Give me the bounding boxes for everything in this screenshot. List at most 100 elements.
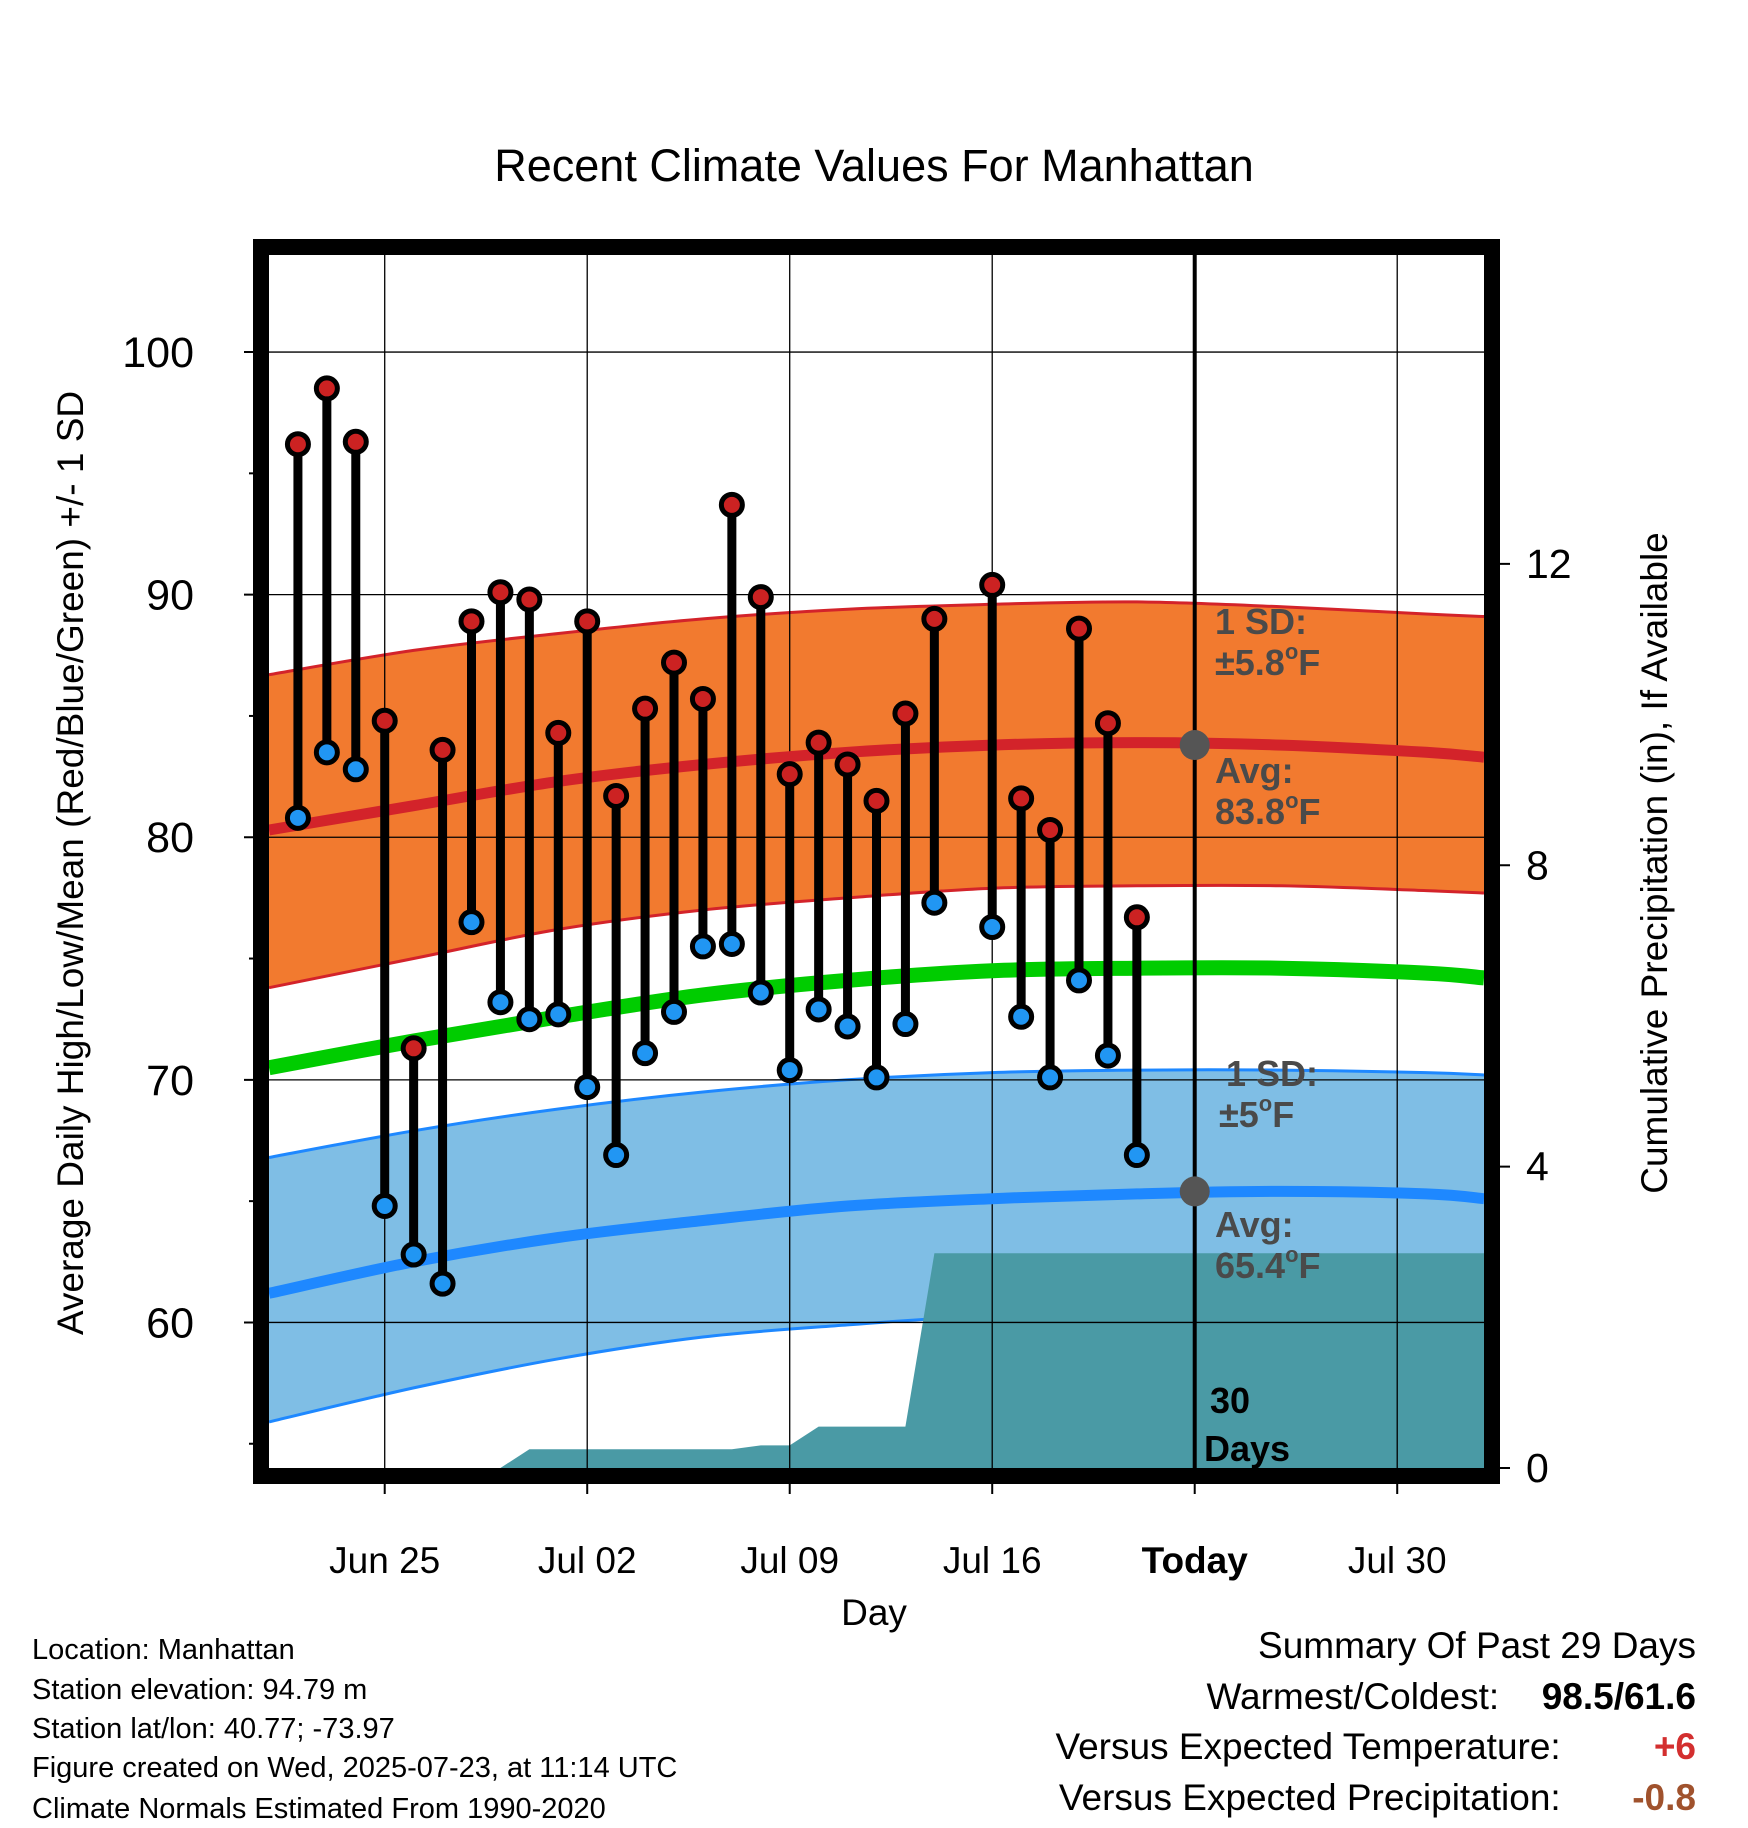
low-avg-label: Avg: — [1215, 1204, 1294, 1245]
low-avg-degree: o — [1285, 1242, 1298, 1267]
high-avg-unit: F — [1299, 791, 1321, 832]
low-sd-number: ±5 — [1219, 1094, 1259, 1135]
high-temp-marker — [863, 787, 890, 814]
low-temp-marker — [313, 739, 340, 766]
latlon-text: Station lat/lon: 40.77; -73.97 — [32, 1713, 395, 1745]
low-upper-sd-line — [268, 1068, 1485, 1159]
low-temp-marker — [429, 1270, 456, 1297]
y-right-tick-label: 4 — [1526, 1144, 1549, 1190]
warmest-value: 98.5 — [1541, 1676, 1614, 1717]
coldest-value: 61.6 — [1623, 1676, 1696, 1717]
high-temp-marker — [429, 736, 456, 763]
low-temp-marker — [805, 996, 832, 1023]
y-left-tick-label: 80 — [146, 814, 194, 862]
low-annotations: 1 SD: ±5 o F Avg: 65.4oF — [1215, 1053, 1321, 1286]
low-sd-label: 1 SD: — [1226, 1053, 1318, 1094]
days-count: 30 — [1210, 1380, 1250, 1421]
today-line-layer — [1179, 255, 1210, 1468]
location-text: Location: Manhattan — [32, 1634, 295, 1666]
y-left-tick-label: 100 — [122, 329, 194, 377]
low-temp-marker — [747, 979, 774, 1006]
low-temp-marker — [979, 914, 1006, 941]
low-temp-marker — [371, 1192, 398, 1219]
high-temp-marker — [834, 751, 861, 778]
low-temp-marker — [1123, 1142, 1150, 1169]
x-tick-label: Today — [1142, 1540, 1249, 1581]
high-temp-marker — [603, 782, 630, 809]
normals-text: Climate Normals Estimated From 1990-2020 — [32, 1793, 606, 1825]
low-temp-marker — [718, 930, 745, 957]
low-temp-marker — [342, 756, 369, 783]
normal-high-line — [268, 737, 1485, 836]
summary-heading: Summary Of Past 29 Days — [1258, 1625, 1696, 1666]
low-temp-marker — [603, 1142, 630, 1169]
low-temp-marker — [400, 1241, 427, 1268]
low-temp-marker — [863, 1064, 890, 1091]
precip-label: Versus Expected Precipitation: — [1058, 1777, 1561, 1818]
high-temp-marker — [313, 375, 340, 402]
high-annotations: 1 SD: ±5.8oF Avg: 83.8oF — [1215, 601, 1321, 832]
x-tick-label: Jun 25 — [329, 1540, 440, 1581]
normal-lines — [267, 737, 1485, 1299]
high-avg-degree: o — [1285, 788, 1298, 813]
low-temp-marker — [921, 889, 948, 916]
high-temp-marker — [371, 707, 398, 734]
low-temp-marker — [487, 989, 514, 1016]
high-temp-marker — [545, 719, 572, 746]
high-sd-value: ±5.8oF — [1215, 639, 1320, 683]
temp-label: Versus Expected Temperature: — [1055, 1726, 1561, 1767]
low-temp-marker — [1037, 1064, 1064, 1091]
low-temp-marker — [516, 1006, 543, 1033]
elevation-text: Station elevation: 94.79 m — [32, 1674, 368, 1706]
high-temp-marker — [921, 605, 948, 632]
high-avg-label: Avg: — [1215, 750, 1294, 791]
low-temp-marker — [1094, 1042, 1121, 1069]
low-temp-marker — [284, 804, 311, 831]
high-sd-unit: F — [1298, 642, 1320, 683]
x-tick-label: Jul 16 — [943, 1540, 1042, 1581]
high-sd-degree: o — [1285, 639, 1298, 664]
high-temp-marker — [400, 1035, 427, 1062]
high-temp-marker — [1066, 615, 1092, 642]
temp-value: +6 — [1653, 1726, 1696, 1767]
low-temp-marker — [892, 1011, 919, 1038]
high-temp-marker — [284, 431, 311, 458]
high-temp-marker — [1008, 785, 1035, 812]
low-temp-marker — [834, 1013, 861, 1040]
low-avg-value: 65.4oF — [1215, 1242, 1321, 1286]
high-avg-value: 83.8oF — [1215, 788, 1321, 832]
summary-precip: Versus Expected Precipitation: -0.8 — [1059, 1779, 1696, 1816]
x-tick-label: Jul 09 — [740, 1540, 839, 1581]
low-temp-marker — [661, 998, 687, 1025]
low-temp-marker — [632, 1040, 659, 1067]
high-temp-marker — [776, 761, 803, 788]
high-temp-marker — [1037, 816, 1064, 843]
y-right-tick-label: 12 — [1526, 541, 1572, 587]
y-right-tick-label: 8 — [1526, 842, 1549, 888]
today-normal-point — [1179, 730, 1210, 761]
normal-low-line — [267, 1185, 1485, 1299]
high-avg-number: 83.8 — [1215, 791, 1285, 832]
high-temp-marker — [458, 608, 485, 635]
high-temp-marker — [805, 729, 832, 756]
normal-mean-line — [267, 960, 1485, 1076]
y-left-tick-label: 70 — [146, 1057, 194, 1105]
high-sd-number: ±5.8 — [1215, 642, 1285, 683]
y-axis-right-title: Cumulative Precipitation (in), If Availa… — [1634, 532, 1675, 1194]
high-temp-marker — [718, 491, 745, 518]
low-temp-marker — [458, 909, 485, 936]
high-temp-marker — [979, 571, 1006, 598]
high-temp-marker — [892, 700, 919, 727]
high-temp-marker — [487, 579, 514, 606]
high-sd-label: 1 SD: — [1215, 601, 1307, 642]
days-annotation: 30 Days — [1204, 1380, 1290, 1469]
x-axis: Jun 25 Jul 02 Jul 09 Jul 16 Today Jul 30 — [329, 1476, 1447, 1581]
summary-temp: Versus Expected Temperature: +6 — [1055, 1728, 1696, 1765]
days-word: Days — [1204, 1428, 1290, 1469]
low-temp-marker — [574, 1074, 601, 1101]
x-tick-label: Jul 30 — [1348, 1540, 1447, 1581]
high-temp-marker — [632, 695, 659, 722]
low-temp-marker — [1066, 967, 1092, 994]
low-sd-unit: F — [1272, 1094, 1294, 1135]
y-axis-left: 60 70 80 90 100 — [122, 329, 261, 1445]
